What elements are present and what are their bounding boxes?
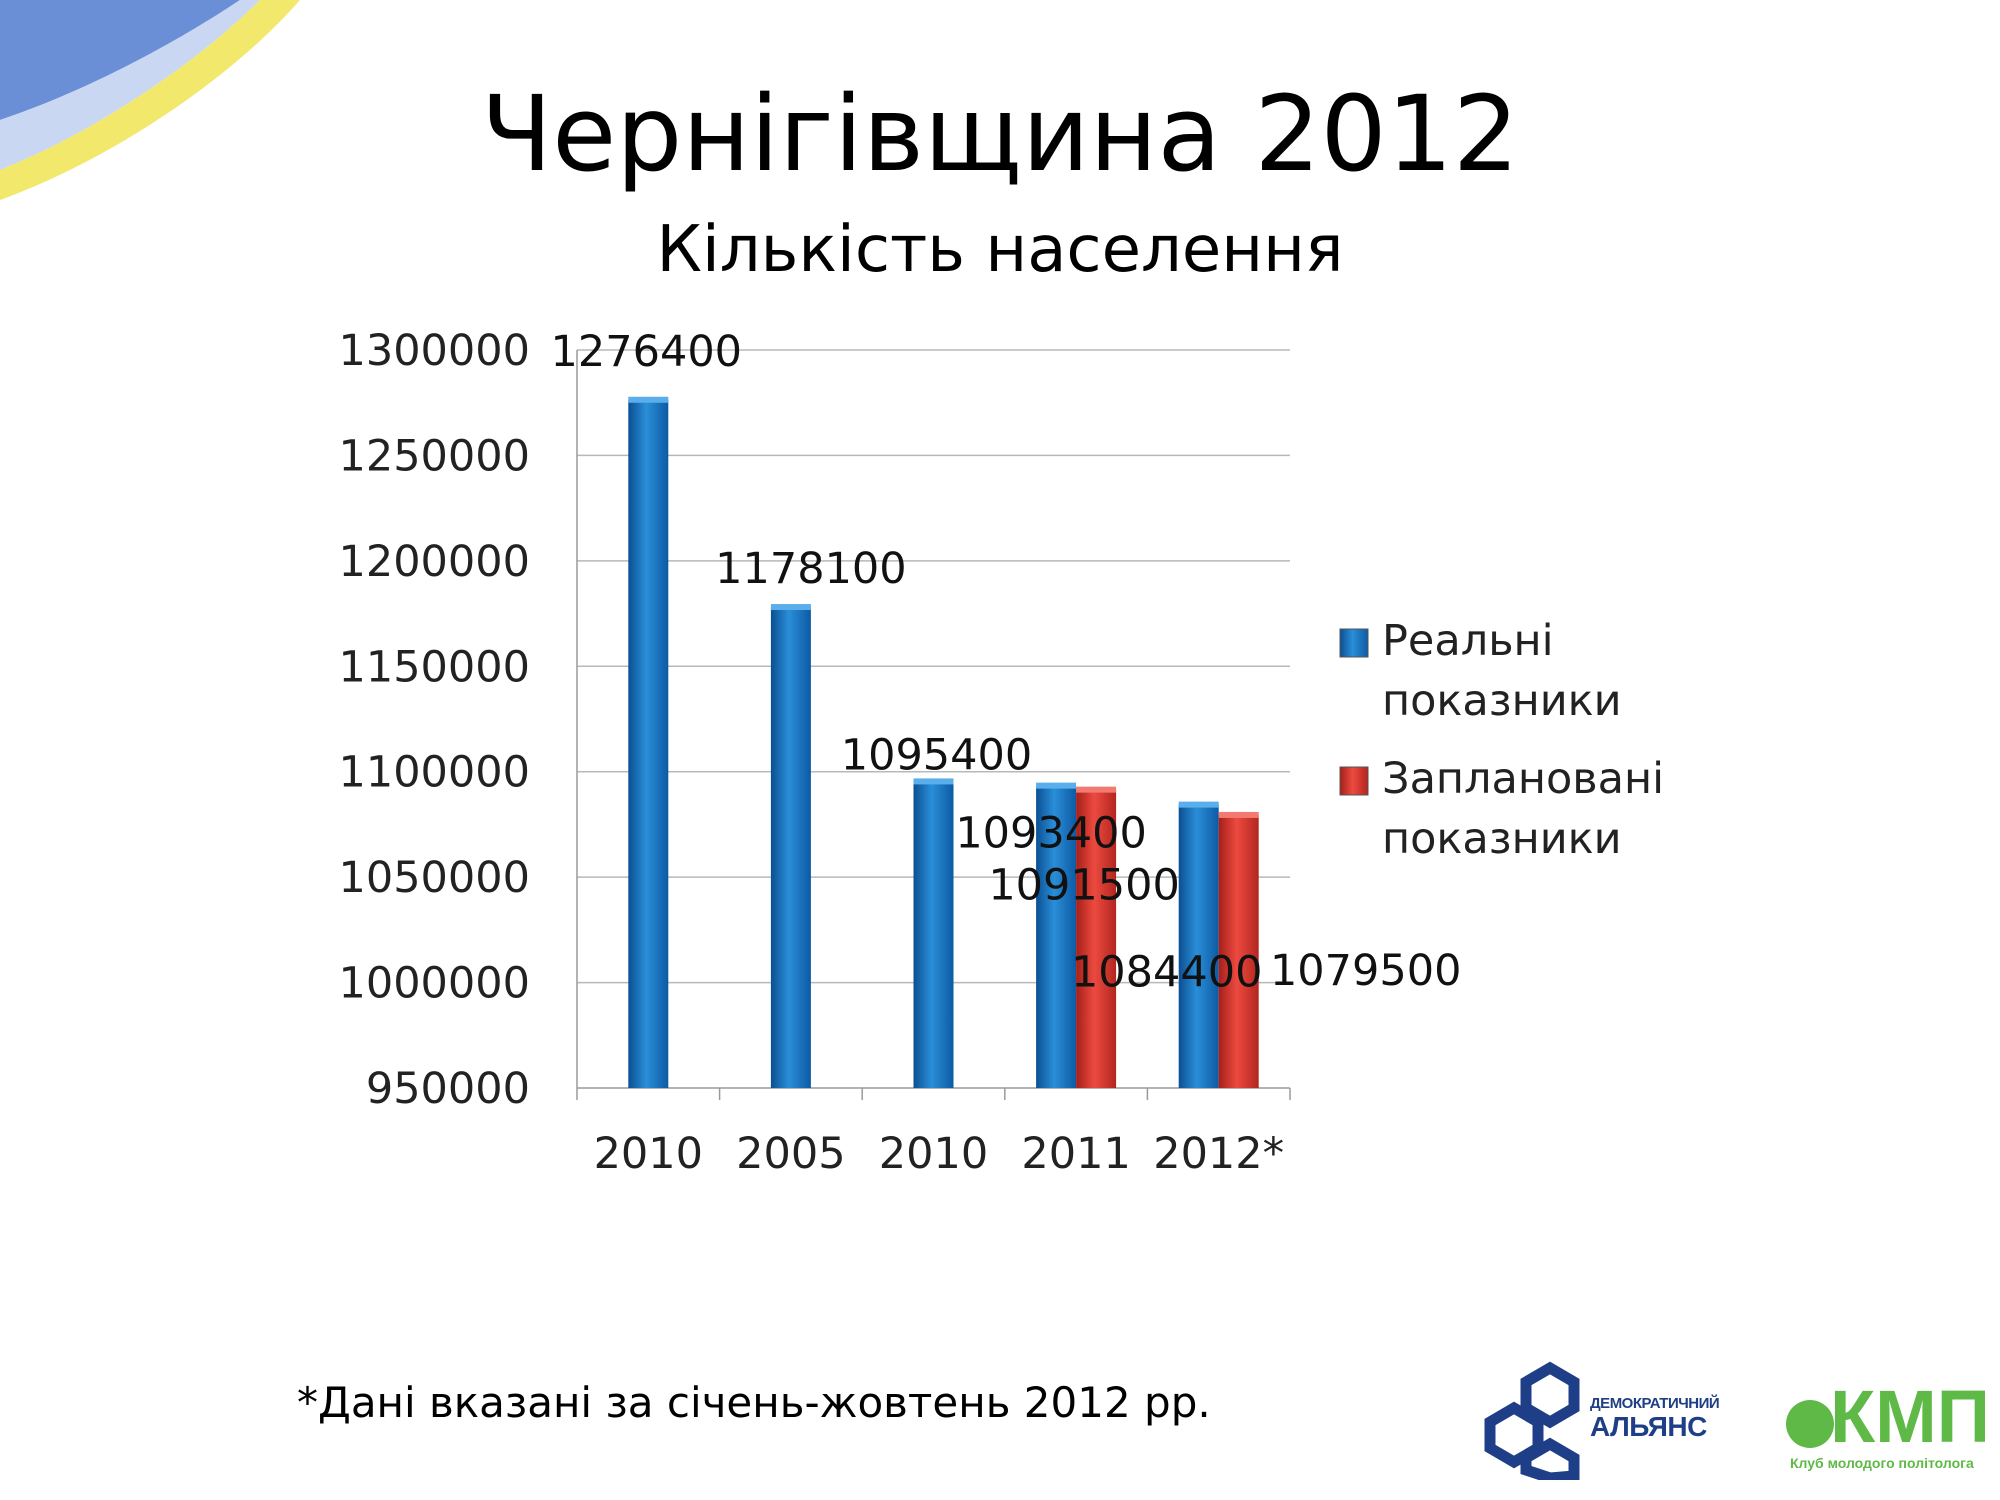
bar-real [1178,804,1219,1088]
democratic-alliance-logo-text: ДЕМОКРАТИЧНИЙ АЛЬЯНС [1590,1395,1720,1442]
page-subtitle: Кількість населення [656,213,1344,287]
legend-label-line2: показники [1382,814,1622,864]
bar-planned-top [1076,786,1117,793]
data-label: 1095400 [841,730,1033,780]
legend-label-line2: показники [1382,676,1622,726]
bar-real-top [628,396,669,403]
y-tick-label: 1200000 [338,537,530,587]
x-category-label: 2005 [736,1129,845,1179]
data-label: 1091500 [988,861,1180,911]
population-bar-chart: 950000 1000000 1050000 1100000 1150000 120000… [338,326,1664,1179]
data-label: 1084400 [1071,948,1263,998]
y-tick-label: 1000000 [338,959,530,1009]
footnote: *Дані вказані за січень-жовтень 2012 рр. [297,1378,1211,1427]
bar-real-top [913,778,954,785]
y-tick-label: 950000 [366,1064,530,1114]
democratic-alliance-logo [1484,1361,1580,1480]
kmp-logo-circle [1786,1400,1834,1448]
x-category-label: 2011 [1021,1129,1130,1179]
bar-real-top [1036,782,1077,789]
y-tick-label: 1250000 [338,431,530,481]
legend-label-line1: Реальні [1382,616,1554,666]
y-tick-label: 1050000 [338,853,530,903]
x-category-label: 2010 [879,1129,988,1179]
data-label: 1178100 [715,544,907,594]
logo-da-line2: АЛЬЯНС [1590,1410,1707,1442]
bar-planned [1076,789,1117,1088]
bar-real-top [1178,801,1219,808]
legend-swatch-planned [1339,766,1369,796]
data-label: 1093400 [955,809,1147,859]
bar-real [628,399,669,1088]
x-category-label: 2010 [594,1129,703,1179]
x-category-label: 2012* [1153,1129,1284,1179]
legend-label-line1: Заплановані [1382,754,1664,804]
bar-planned-top [1218,811,1259,818]
bar-real [770,607,811,1088]
bar-planned [1218,814,1259,1088]
legend-swatch-real [1339,628,1369,658]
logo-da-line1: ДЕМОКРАТИЧНИЙ [1590,1395,1720,1412]
bar-real [1036,785,1077,1088]
y-tick-label: 1100000 [338,748,530,798]
kmp-logo-word: КМП [1830,1375,1990,1458]
bar-real-top [770,604,811,611]
y-tick-label: 1150000 [338,642,530,692]
ukrainian-flag-ribbon [0,0,300,200]
bar-real [913,781,954,1088]
data-label: 1276400 [551,327,743,377]
page-title: Чернігівщина 2012 [480,73,1520,195]
y-tick-label: 1300000 [338,326,530,376]
data-label: 1079500 [1270,946,1462,996]
kmp-logo-subtitle: Клуб молодого політолога [1790,1455,1974,1471]
